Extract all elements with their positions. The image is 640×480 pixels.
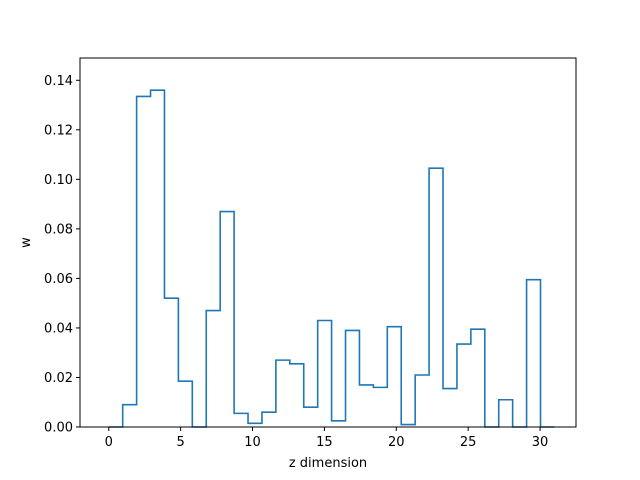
x-tick-label: 20 (388, 435, 405, 450)
y-tick-label: 0.02 (44, 371, 73, 386)
y-tick-label: 0.12 (44, 123, 73, 138)
x-tick-label: 15 (316, 435, 333, 450)
x-tick-label: 25 (460, 435, 477, 450)
y-tick-label: 0.14 (44, 74, 73, 89)
x-tick-label: 5 (176, 435, 184, 450)
y-axis: 0.00 0.02 0.04 0.06 0.08 0.10 0.12 0.14 (44, 74, 80, 436)
plot-background (80, 58, 576, 427)
series-layer (108, 89, 555, 428)
y-tick-label: 0.06 (44, 272, 73, 287)
x-tick-label: 10 (244, 435, 261, 450)
x-axis-label: z dimension (289, 456, 367, 471)
x-tick-label: 0 (105, 435, 113, 450)
x-tick-label: 30 (532, 435, 549, 450)
y-tick-label: 0.08 (44, 222, 73, 237)
y-tick-label: 0.04 (44, 321, 73, 336)
y-axis-label: w (19, 237, 34, 248)
series-step-line-0 (108, 89, 555, 428)
y-tick-label: 0.00 (44, 421, 73, 436)
y-tick-label: 0.10 (44, 173, 73, 188)
plot-frame (79, 57, 577, 428)
x-axis: 0 5 10 15 20 25 30 (105, 427, 549, 450)
